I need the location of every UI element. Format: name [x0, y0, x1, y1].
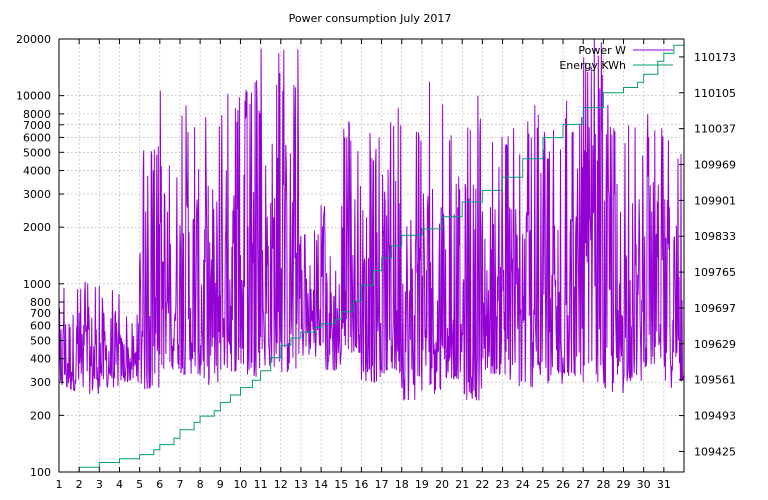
x-tick-label: 31: [657, 478, 671, 491]
y-left-tick-label: 4000: [23, 165, 51, 178]
y-right-axis-ticks: 109425 109493 109561 109629 109697 109765 1098…: [679, 51, 736, 458]
y-right-tick-label: 109765: [694, 266, 736, 279]
chart-title: Power consumption July 2017: [289, 12, 452, 25]
y-right-tick-label: 109493: [694, 410, 736, 423]
y-left-tick-label: 800: [30, 296, 51, 309]
energy-series-line: [59, 39, 685, 473]
y-right-tick-label: 109697: [694, 302, 736, 315]
x-tick-label: 17: [375, 478, 389, 491]
y-left-tick-label: 3000: [23, 188, 51, 201]
x-tick-label: 19: [415, 478, 429, 491]
y-left-tick-label: 10000: [16, 90, 51, 103]
x-tick-label: 9: [217, 478, 224, 491]
x-tick-label: 20: [435, 478, 449, 491]
x-tick-label: 2: [76, 478, 83, 491]
y-right-tick-label: 110105: [694, 87, 736, 100]
y-left-tick-label: 20000: [16, 33, 51, 46]
legend-entry-power: Power W: [578, 44, 626, 57]
x-tick-label: 7: [176, 478, 183, 491]
x-tick-label: 4: [116, 478, 123, 491]
y-right-tick-label: 110037: [694, 123, 736, 136]
x-tick-label: 28: [596, 478, 610, 491]
legend-entry-energy: Energy KWh: [559, 59, 626, 72]
x-tick-label: 21: [455, 478, 469, 491]
x-tick-label: 24: [516, 478, 530, 491]
x-tick-label: 1: [56, 478, 63, 491]
y-left-tick-label: 600: [30, 320, 51, 333]
x-tick-label: 11: [254, 478, 268, 491]
legend: Power W Energy KWh: [559, 44, 673, 72]
x-tick-label: 23: [496, 478, 510, 491]
y-right-tick-label: 109833: [694, 230, 736, 243]
axes: [58, 38, 685, 473]
y-right-tick-label: 109561: [694, 374, 736, 387]
x-tick-label: 5: [136, 478, 143, 491]
y-left-tick-label: 200: [30, 409, 51, 422]
x-tick-label: 30: [637, 478, 651, 491]
y-left-tick-label: 100: [30, 466, 51, 479]
x-tick-label: 8: [197, 478, 204, 491]
x-tick-label: 12: [274, 478, 288, 491]
y-left-tick-label: 5000: [23, 146, 51, 159]
x-tick-label: 3: [96, 478, 103, 491]
x-tick-label: 6: [156, 478, 163, 491]
y-right-tick-label: 110173: [694, 51, 736, 64]
plot-frame: [58, 38, 685, 473]
y-left-tick-label: 400: [30, 353, 51, 366]
x-axis-ticks: 1 2 3 4 5 6 7 8 9 10 11 12 13 14 15 16 17 18 19 20 21 22 23 24 2…: [56, 39, 671, 491]
y-right-tick-label: 109629: [694, 338, 736, 351]
x-tick-label: 25: [536, 478, 550, 491]
x-tick-label: 15: [334, 478, 348, 491]
power-series: [58, 39, 684, 401]
x-tick-label: 14: [314, 478, 328, 491]
y-left-tick-label: 8000: [23, 108, 51, 121]
y-right-tick-label: 109969: [694, 159, 736, 172]
y-left-tick-label: 2000: [23, 221, 51, 234]
x-tick-label: 29: [617, 478, 631, 491]
y-left-tick-label: 6000: [23, 131, 51, 144]
x-tick-label: 16: [354, 478, 368, 491]
y-left-tick-label: 700: [30, 307, 51, 320]
y-left-tick-label: 500: [30, 334, 51, 347]
y-right-tick-label: 109425: [694, 445, 736, 458]
x-tick-label: 22: [475, 478, 489, 491]
y-left-tick-label: 1000: [23, 278, 51, 291]
y-left-tick-label: 300: [30, 376, 51, 389]
x-tick-label: 13: [294, 478, 308, 491]
y-right-tick-label: 109901: [694, 194, 736, 207]
y-left-tick-label: 7000: [23, 119, 51, 132]
x-tick-label: 10: [233, 478, 247, 491]
x-tick-label: 27: [576, 478, 590, 491]
x-tick-label: 26: [556, 478, 570, 491]
x-tick-label: 18: [395, 478, 409, 491]
power-series-line: [58, 39, 684, 401]
energy-series: [58, 38, 685, 473]
